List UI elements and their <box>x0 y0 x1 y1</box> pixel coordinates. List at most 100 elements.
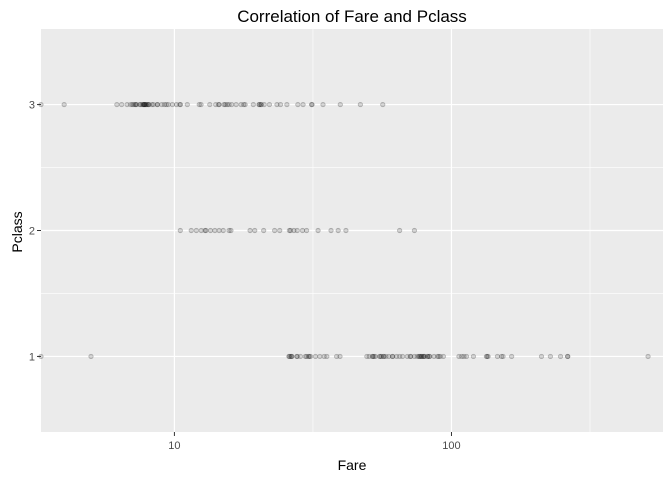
data-point <box>143 101 149 108</box>
data-point <box>198 227 204 234</box>
data-point <box>394 353 400 360</box>
data-point <box>119 101 125 108</box>
data-point <box>317 353 323 360</box>
data-point <box>277 227 283 234</box>
data-point <box>252 227 258 234</box>
grid-lines <box>41 29 663 432</box>
data-point <box>418 353 425 360</box>
data-point <box>196 101 202 108</box>
data-point <box>294 227 300 234</box>
data-point <box>221 101 227 108</box>
data-point <box>295 101 301 108</box>
data-point <box>294 353 300 360</box>
data-point <box>114 101 120 108</box>
data-point <box>334 353 340 360</box>
data-point <box>372 353 378 360</box>
data-point <box>184 101 190 108</box>
data-point <box>155 101 161 108</box>
data-point <box>414 353 420 360</box>
data-point <box>297 353 304 360</box>
chart-title: Correlation of Fare and Pclass <box>237 7 467 26</box>
y-axis-title: Pclass <box>9 211 25 252</box>
data-point <box>434 353 441 360</box>
data-point <box>312 353 319 360</box>
data-point <box>547 353 553 360</box>
data-point <box>61 101 67 108</box>
data-point <box>307 353 314 360</box>
data-point <box>220 227 226 234</box>
data-point <box>141 101 147 108</box>
data-point <box>411 353 418 360</box>
y-tick-label: 3 <box>29 100 35 112</box>
data-point <box>299 227 306 234</box>
x-axis-ticks: 10 100 <box>168 432 461 452</box>
y-tick-label: 1 <box>29 351 35 363</box>
data-point <box>188 227 194 234</box>
y-tick-label: 2 <box>29 226 35 238</box>
data-point <box>303 353 310 360</box>
data-point <box>274 101 280 108</box>
data-point <box>149 101 155 108</box>
data-point <box>222 101 228 108</box>
data-point <box>291 227 297 234</box>
data-point <box>381 353 387 360</box>
data-point <box>137 101 144 108</box>
data-point <box>256 101 262 108</box>
data-point <box>266 101 273 108</box>
data-point <box>416 353 422 360</box>
data-point <box>417 353 424 360</box>
data-point <box>141 101 147 108</box>
data-point <box>207 227 214 234</box>
data-point <box>390 353 396 360</box>
data-point <box>494 353 501 360</box>
data-point <box>129 101 135 108</box>
data-point <box>436 353 442 360</box>
data-point <box>145 101 151 108</box>
data-point <box>165 101 171 108</box>
data-point <box>288 353 294 360</box>
data-point <box>564 353 571 360</box>
data-point <box>408 353 414 360</box>
data-point <box>228 227 234 234</box>
data-point <box>229 101 235 108</box>
data-point <box>242 101 248 108</box>
data-point <box>538 353 545 360</box>
data-point <box>146 101 152 108</box>
data-point <box>198 101 204 108</box>
data-point <box>335 227 341 234</box>
data-point <box>287 227 294 234</box>
data-point <box>284 101 290 108</box>
data-point <box>177 227 183 234</box>
data-point <box>247 227 253 234</box>
data-point <box>141 101 148 108</box>
data-point <box>139 101 145 108</box>
data-points <box>38 101 651 360</box>
data-point <box>224 101 230 108</box>
data-point <box>142 101 148 108</box>
data-point <box>289 353 295 360</box>
data-point <box>320 101 326 108</box>
data-point <box>226 101 232 108</box>
data-point <box>357 101 363 108</box>
data-point <box>258 101 264 108</box>
x-axis-title: Fare <box>338 457 367 473</box>
data-point <box>238 101 244 108</box>
data-point <box>159 101 165 108</box>
data-point <box>377 353 384 360</box>
data-point <box>381 353 387 360</box>
data-point <box>328 227 334 234</box>
data-point <box>143 101 149 108</box>
data-point <box>286 227 292 234</box>
data-point <box>134 101 140 108</box>
data-point <box>509 353 515 360</box>
data-point <box>277 101 284 108</box>
data-point <box>437 353 443 360</box>
data-point <box>216 101 222 108</box>
data-point <box>645 353 651 360</box>
data-point <box>306 353 312 360</box>
data-point <box>397 227 403 234</box>
data-point <box>177 101 184 108</box>
data-point <box>366 353 372 360</box>
data-point <box>300 101 306 108</box>
